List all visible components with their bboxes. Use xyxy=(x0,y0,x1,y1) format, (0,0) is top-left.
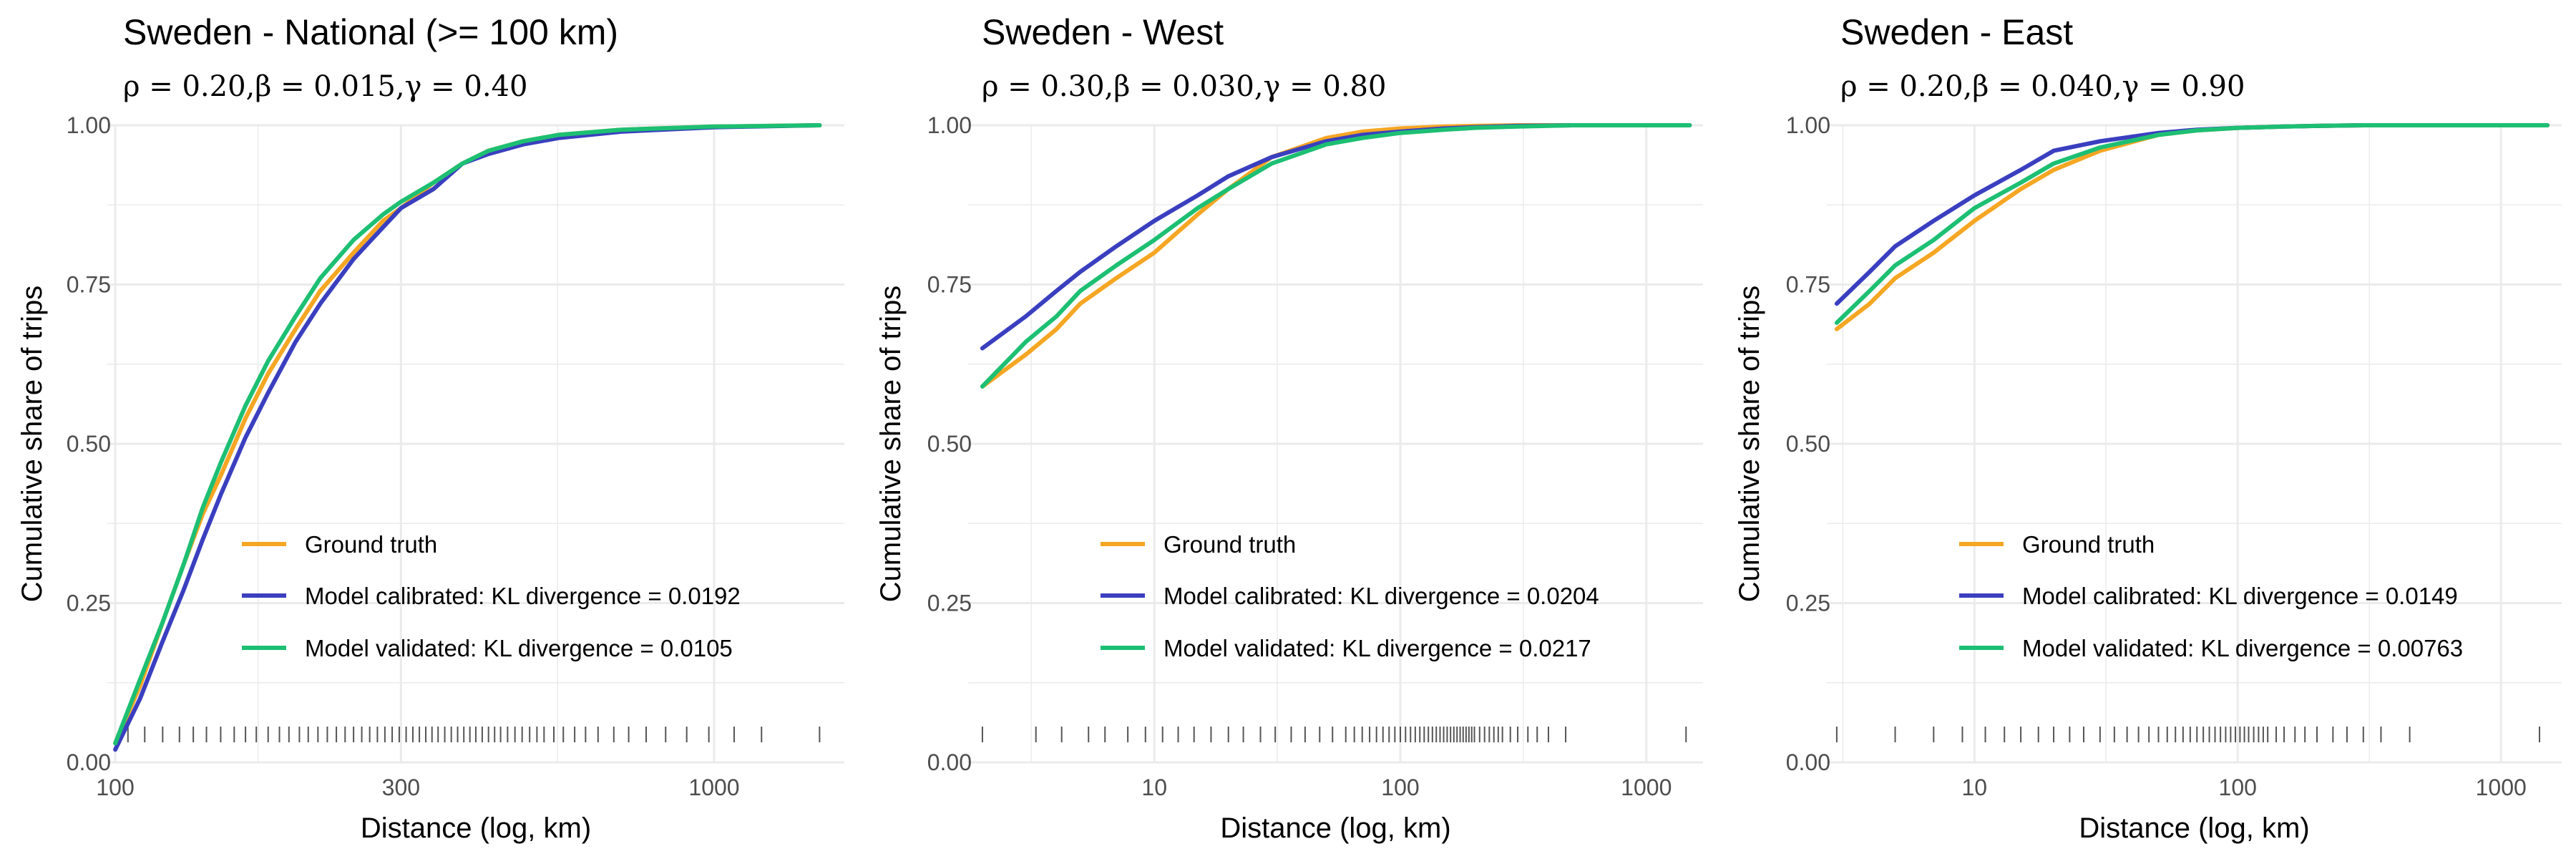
x-tick-label: 1000 xyxy=(688,775,739,800)
y-tick-label: 0.25 xyxy=(1786,591,1830,616)
rug xyxy=(981,727,1687,742)
series-line-3 xyxy=(980,123,1692,389)
series-line-2 xyxy=(113,123,822,752)
x-tick-label: 100 xyxy=(2219,775,2257,800)
series-line-3 xyxy=(1834,123,2550,325)
y-tick-label: 0.25 xyxy=(67,591,111,616)
y-tick-label: 0.00 xyxy=(67,749,111,775)
x-tick-label: 300 xyxy=(382,775,420,800)
x-tick-label: 10 xyxy=(1141,775,1167,800)
rug xyxy=(1835,727,2540,742)
legend: Ground truth Model calibrated: KL diverge… xyxy=(1959,531,2463,661)
x-axis-label: Distance (log, km) xyxy=(1220,812,1450,844)
panel-title: Sweden - West xyxy=(982,12,1224,52)
legend-label: Ground truth xyxy=(1163,531,1296,558)
y-tick-label: 0.50 xyxy=(1786,431,1830,457)
series-line-1 xyxy=(1834,123,2550,331)
y-tick-label: 0.50 xyxy=(67,431,111,457)
legend-label: Model validated: KL divergence = 0.0105 xyxy=(305,635,733,661)
legend-label: Ground truth xyxy=(305,531,437,558)
y-axis-label: Cumulative share of trips xyxy=(875,286,907,602)
legend-label: Model validated: KL divergence = 0.00763 xyxy=(2022,635,2463,661)
x-axis-label: Distance (log, km) xyxy=(361,812,591,844)
panel-subtitle: ρ = 0.30,β = 0.030,γ = 0.80 xyxy=(982,70,1386,103)
y-tick-label: 0.25 xyxy=(927,591,972,616)
panel-title: Sweden - East xyxy=(1840,12,2073,52)
y-tick-label: 0.00 xyxy=(927,749,972,775)
y-tick-label: 0.50 xyxy=(927,431,972,457)
panel-2: Sweden - West ρ = 0.30,β = 0.030,γ = 0.80… xyxy=(875,12,1703,844)
x-tick-label: 1000 xyxy=(2476,775,2527,800)
series-line-2 xyxy=(1834,123,2550,306)
panel-1: Sweden - National (>= 100 km) ρ = 0.20,β … xyxy=(16,12,844,844)
legend: Ground truth Model calibrated: KL diverge… xyxy=(242,531,741,661)
y-tick-label: 1.00 xyxy=(927,112,972,138)
x-tick-label: 1000 xyxy=(1621,775,1672,800)
y-tick-label: 0.75 xyxy=(67,272,111,298)
rug xyxy=(127,727,821,742)
series-line-2 xyxy=(980,123,1692,351)
series-line-1 xyxy=(980,123,1692,389)
y-axis-label: Cumulative share of trips xyxy=(16,286,48,602)
panel-3: Sweden - East ρ = 0.20,β = 0.040,γ = 0.90… xyxy=(1734,12,2562,844)
legend-label: Model validated: KL divergence = 0.0217 xyxy=(1163,635,1591,661)
panel-title: Sweden - National (>= 100 km) xyxy=(123,12,618,52)
series-line-3 xyxy=(113,123,822,746)
y-tick-label: 1.00 xyxy=(67,112,111,138)
y-tick-label: 0.75 xyxy=(1786,272,1830,298)
y-axis-label: Cumulative share of trips xyxy=(1734,286,1765,602)
legend: Ground truth Model calibrated: KL diverge… xyxy=(1101,531,1599,661)
panel-subtitle: ρ = 0.20,β = 0.015,γ = 0.40 xyxy=(123,70,527,103)
y-tick-label: 0.75 xyxy=(927,272,972,298)
panel-subtitle: ρ = 0.20,β = 0.040,γ = 0.90 xyxy=(1840,70,2245,103)
x-tick-label: 10 xyxy=(1962,775,1988,800)
x-tick-label: 100 xyxy=(96,775,134,800)
legend-label: Model calibrated: KL divergence = 0.0204 xyxy=(1163,583,1599,609)
x-axis-label: Distance (log, km) xyxy=(2079,812,2309,844)
legend-label: Ground truth xyxy=(2022,531,2155,558)
y-tick-label: 1.00 xyxy=(1786,112,1830,138)
y-tick-label: 0.00 xyxy=(1786,749,1830,775)
legend-label: Model calibrated: KL divergence = 0.0192 xyxy=(305,583,741,609)
x-tick-label: 100 xyxy=(1381,775,1419,800)
legend-label: Model calibrated: KL divergence = 0.0149 xyxy=(2022,583,2458,609)
